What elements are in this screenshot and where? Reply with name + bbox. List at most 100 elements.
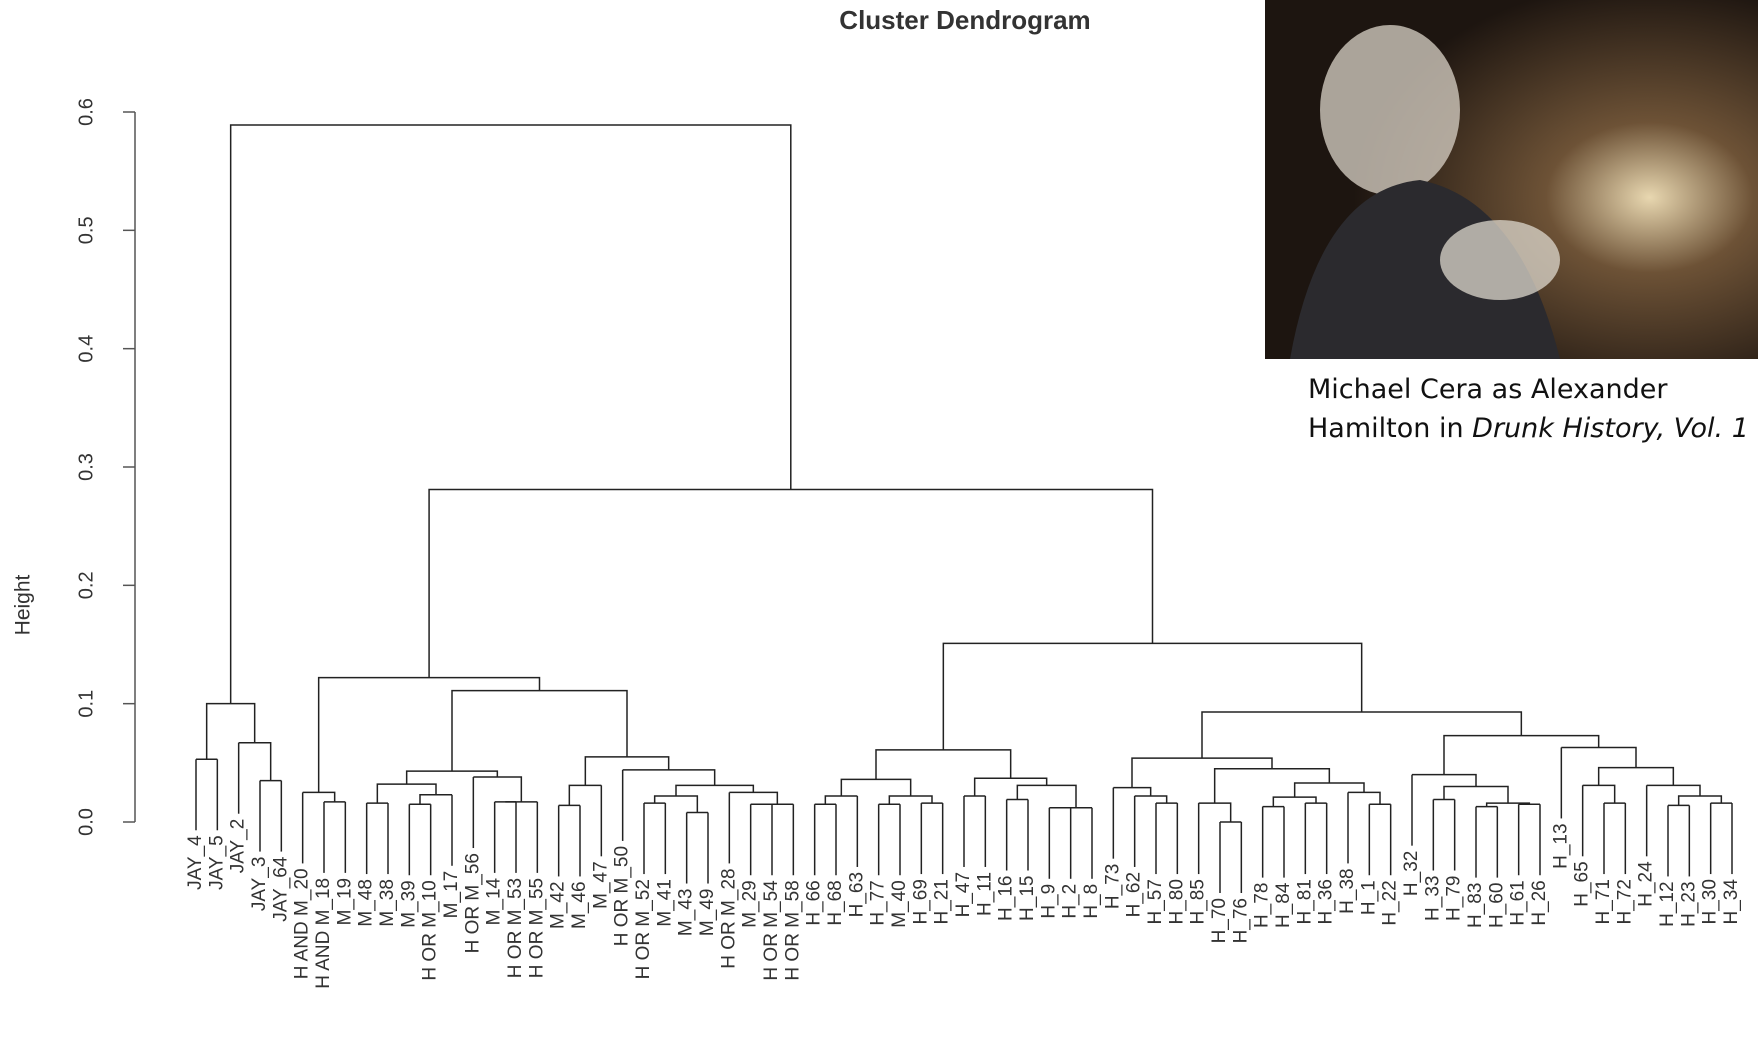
merge <box>1295 783 1364 797</box>
leaf-label: H_38 <box>1337 868 1358 913</box>
merge <box>623 770 715 785</box>
merge <box>729 792 777 804</box>
leaf-label: JAY_4 <box>185 835 206 890</box>
leaf-label: H OR M_50 <box>612 846 633 946</box>
merge <box>473 777 521 802</box>
y-tick-label: 0.3 <box>75 453 97 481</box>
merge <box>1444 787 1508 804</box>
merge <box>452 691 627 771</box>
merge <box>1348 792 1380 804</box>
leaf-label: H_83 <box>1465 883 1486 928</box>
merge <box>1647 785 1700 796</box>
merge <box>975 778 1047 796</box>
leaf-label: H OR M_28 <box>718 868 739 968</box>
merge <box>1132 758 1272 788</box>
merge <box>1583 785 1615 803</box>
merge <box>207 704 255 760</box>
leaf-label: M_14 <box>484 877 505 925</box>
leaf-label: H_9 <box>1038 884 1059 919</box>
leaf-label: H_65 <box>1572 861 1593 906</box>
photo-figure-head <box>1320 25 1460 195</box>
leaf-label: H_84 <box>1273 882 1294 928</box>
merge <box>569 785 601 805</box>
leaf-label: JAY_5 <box>206 835 227 890</box>
leaf-label: H_11 <box>974 872 995 916</box>
leaf-label: M_42 <box>548 881 569 929</box>
leaf-label: H_57 <box>1145 879 1166 924</box>
leaf-label: M_43 <box>676 889 697 937</box>
chart: Cluster Dendrogram Height 0.0 0.1 0.2 0.3 0.… <box>0 0 1758 1053</box>
caption-italic: Drunk History, Vol. 1 <box>1472 413 1749 444</box>
leaf-label: M_48 <box>356 879 377 927</box>
leaf-label: H_66 <box>804 880 825 925</box>
leaf-label: H_77 <box>868 880 889 925</box>
leaf-label: M_47 <box>590 861 611 909</box>
leaf-label: JAY_3 <box>249 857 270 912</box>
leaf-label: H_30 <box>1700 879 1721 924</box>
leaf-label: H OR M_10 <box>420 880 441 980</box>
leaf-label: H AND M_20 <box>292 868 313 979</box>
merge <box>1412 775 1476 787</box>
merge <box>1017 785 1076 807</box>
leaf-label: H_2 <box>1060 884 1081 919</box>
y-tick-label: 0.0 <box>75 808 97 836</box>
merge <box>239 743 271 781</box>
leaf-label: H_80 <box>1166 879 1187 924</box>
y-tick-label: 0.5 <box>75 216 97 244</box>
y-tick-label: 0.4 <box>75 335 97 363</box>
leaf-label: H_85 <box>1188 879 1209 924</box>
merge <box>655 796 698 813</box>
leaf-label: M_38 <box>377 879 398 927</box>
merge <box>1113 788 1150 796</box>
photo-caption: Michael Cera as Alexander Hamilton in Dr… <box>1308 370 1749 448</box>
leaf-label: H_33 <box>1422 876 1443 921</box>
merge <box>943 643 1361 750</box>
leaf-label: H_24 <box>1636 861 1657 907</box>
leaf-label: H_13 <box>1550 823 1571 868</box>
caption-line: Michael Cera as Alexander <box>1308 370 1749 409</box>
leaf-label: H OR M_52 <box>633 879 654 979</box>
leaf-label: M_41 <box>654 879 675 927</box>
page: Cluster Dendrogram Height 0.0 0.1 0.2 0.3 0.… <box>0 0 1758 1053</box>
merge <box>1444 736 1599 775</box>
photo <box>1265 0 1758 359</box>
y-axis-label: Height <box>12 574 35 635</box>
leaf-label: H_34 <box>1721 879 1742 925</box>
merge <box>420 795 452 804</box>
leaf-label: H_26 <box>1529 880 1550 925</box>
leaf-label: H_32 <box>1401 851 1422 896</box>
merge <box>1135 796 1167 803</box>
leaf-label: H_16 <box>996 876 1017 921</box>
leaf-label: H_68 <box>825 880 846 925</box>
leaf-label: H_79 <box>1444 876 1465 921</box>
leaf-label: H_47 <box>953 872 974 917</box>
caption-line: Hamilton in Drunk History, Vol. 1 <box>1308 409 1749 448</box>
chart-title: Cluster Dendrogram <box>839 5 1090 35</box>
y-tick-label: 0.2 <box>75 571 97 599</box>
merge <box>303 792 335 801</box>
leaf-label: H_61 <box>1508 880 1529 925</box>
leaf-label: M_17 <box>441 871 462 919</box>
leaf-label: H_69 <box>910 879 931 924</box>
leaf-label: H_15 <box>1017 876 1038 921</box>
leaf-label: H_71 <box>1593 879 1614 924</box>
merge <box>429 489 1152 677</box>
leaf-label: H_73 <box>1102 864 1123 909</box>
leaf-label: H_63 <box>846 872 867 917</box>
merge <box>1599 768 1674 786</box>
leaf-label: M_49 <box>697 889 718 937</box>
merge <box>231 125 791 704</box>
merge <box>841 779 910 796</box>
merge <box>585 757 668 785</box>
leaf-label: H OR M_58 <box>782 880 803 980</box>
leaf-label: M_40 <box>889 880 910 928</box>
leaf-label: M_46 <box>569 881 590 929</box>
leaf-label: M_29 <box>740 880 761 928</box>
leaf-label: H_8 <box>1081 884 1102 919</box>
y-tick-label: 0.1 <box>75 690 97 718</box>
merge <box>825 796 857 804</box>
leaf-label: H OR M_56 <box>462 853 483 953</box>
leaf-label: H_22 <box>1380 880 1401 925</box>
merge <box>1561 747 1636 767</box>
merge <box>1199 803 1231 822</box>
